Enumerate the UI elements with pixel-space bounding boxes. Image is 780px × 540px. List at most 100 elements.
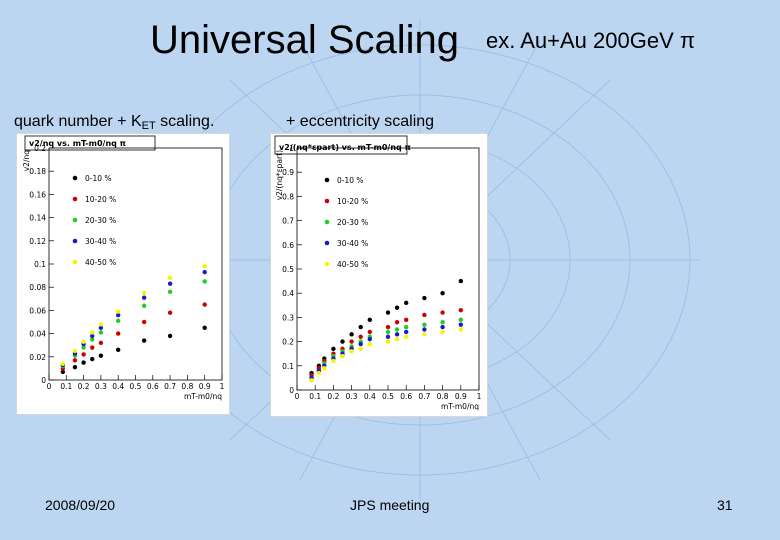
data-point	[98, 322, 104, 327]
data-point	[358, 346, 363, 352]
data-point	[167, 333, 173, 339]
data-point	[422, 295, 427, 301]
legend-marker	[324, 219, 330, 225]
data-point	[98, 340, 104, 346]
y-tick-label: 0.9	[282, 168, 294, 177]
x-tick-label: 1	[220, 382, 225, 391]
data-point	[394, 305, 400, 310]
data-point	[202, 264, 207, 269]
data-point	[440, 324, 445, 330]
data-point	[394, 336, 400, 342]
chart-title-box	[274, 135, 408, 155]
x-tick-label: 0.4	[364, 392, 376, 401]
right-chart: v2/(nq*εpart) vs. mT-m0/nq π 0 0.1 0.2 0.3 0.…	[274, 135, 482, 411]
data-point	[422, 312, 427, 318]
left-caption-tail: scaling.	[155, 113, 215, 130]
data-point	[458, 307, 463, 313]
data-point	[141, 319, 147, 325]
data-point	[440, 329, 445, 335]
legend-entry: 20-30 %	[85, 216, 116, 225]
chart-title: v2/(nq*εpart) vs. mT-m0/nq π	[279, 143, 411, 152]
data-point	[385, 339, 391, 344]
x-tick-label: 0.5	[130, 382, 142, 391]
x-tick-label: 0	[47, 382, 52, 391]
x-tick-label: 0.6	[147, 382, 159, 391]
x-tick-label: 0.8	[437, 392, 449, 401]
data-point	[72, 365, 78, 370]
data-point	[422, 327, 427, 332]
left-chart: v2/nq vs. mT-m0/nq π 0 0.1 0.2 0.3 0.4 0.5 0.6 0…	[22, 135, 225, 401]
x-tick-label: 0.1	[60, 382, 72, 391]
data-point	[394, 327, 400, 332]
legend-entry: 0-10 %	[85, 174, 112, 183]
legend-entry: 40-50 %	[337, 260, 368, 269]
data-point	[385, 334, 391, 339]
y-tick-label: 0.2	[282, 338, 294, 347]
data-point	[404, 324, 409, 330]
y-tick-label: 0.08	[29, 283, 46, 292]
data-point	[141, 338, 147, 343]
y-axis-label: v2/(nq*εpart)	[275, 150, 284, 200]
x-tick-label: 0.8	[181, 382, 193, 391]
legend-entry: 20-30 %	[337, 218, 368, 227]
y-tick-label: 0.7	[282, 217, 294, 226]
y-tick-label: 0.18	[29, 167, 46, 176]
x-tick-label: 0	[295, 392, 300, 401]
data-point	[422, 332, 427, 337]
x-axis-label: mT-m0/nq	[441, 402, 479, 411]
data-point	[458, 317, 463, 323]
data-point	[404, 329, 409, 335]
data-point	[458, 327, 463, 332]
legend-entry: 0-10 %	[337, 176, 364, 185]
data-point	[202, 325, 207, 330]
legend-marker	[324, 198, 330, 204]
data-point	[141, 290, 147, 296]
data-point	[141, 303, 147, 308]
y-tick-label: 0.14	[29, 214, 46, 223]
x-tick-label: 0.3	[346, 392, 358, 401]
legend-marker	[324, 240, 330, 246]
data-point	[81, 345, 86, 350]
y-tick-label: 0.4	[282, 289, 294, 298]
data-point	[316, 370, 322, 376]
data-point	[81, 339, 86, 344]
data-point	[458, 322, 463, 327]
data-point	[81, 352, 86, 357]
data-point	[90, 345, 95, 350]
data-point	[422, 322, 427, 327]
data-point	[322, 366, 327, 371]
data-point	[358, 334, 363, 339]
data-point	[385, 324, 391, 330]
data-point	[167, 289, 173, 295]
data-point	[60, 369, 66, 375]
x-tick-label: 0.1	[309, 392, 321, 401]
y-axis-label: v2/nq	[22, 150, 31, 171]
data-point	[349, 339, 354, 344]
legend-marker	[72, 196, 78, 202]
y-tick-label: 0.12	[29, 237, 46, 246]
x-axis-label: mT-m0/nq	[184, 392, 222, 401]
data-point	[60, 361, 66, 366]
data-point	[90, 356, 95, 362]
legend-entry: 10-20 %	[337, 197, 368, 206]
x-tick-label: 1	[477, 392, 482, 401]
footer-page-number: 31	[717, 497, 733, 513]
data-point	[167, 310, 173, 315]
data-point	[367, 341, 372, 347]
data-point	[202, 302, 207, 307]
data-point	[331, 346, 336, 352]
data-point	[98, 330, 104, 335]
plot-frame	[296, 147, 480, 391]
data-point	[90, 330, 95, 335]
data-point	[331, 358, 336, 364]
left-chart-panel: v2/nq vs. mT-m0/nq π 0 0.1 0.2 0.3 0.4 0.5 0.6 0…	[16, 133, 230, 415]
data-point	[458, 278, 463, 284]
data-point	[394, 320, 400, 325]
data-point	[167, 275, 173, 281]
y-tick-label: 0.16	[29, 190, 46, 199]
x-tick-label: 0.6	[400, 392, 412, 401]
x-tick-label: 0.3	[95, 382, 107, 391]
right-chart-panel: v2/(nq*εpart) vs. mT-m0/nq π 0 0.1 0.2 0.3 0.…	[270, 133, 488, 417]
data-point	[367, 336, 372, 342]
y-tick-label: 0	[41, 376, 46, 385]
